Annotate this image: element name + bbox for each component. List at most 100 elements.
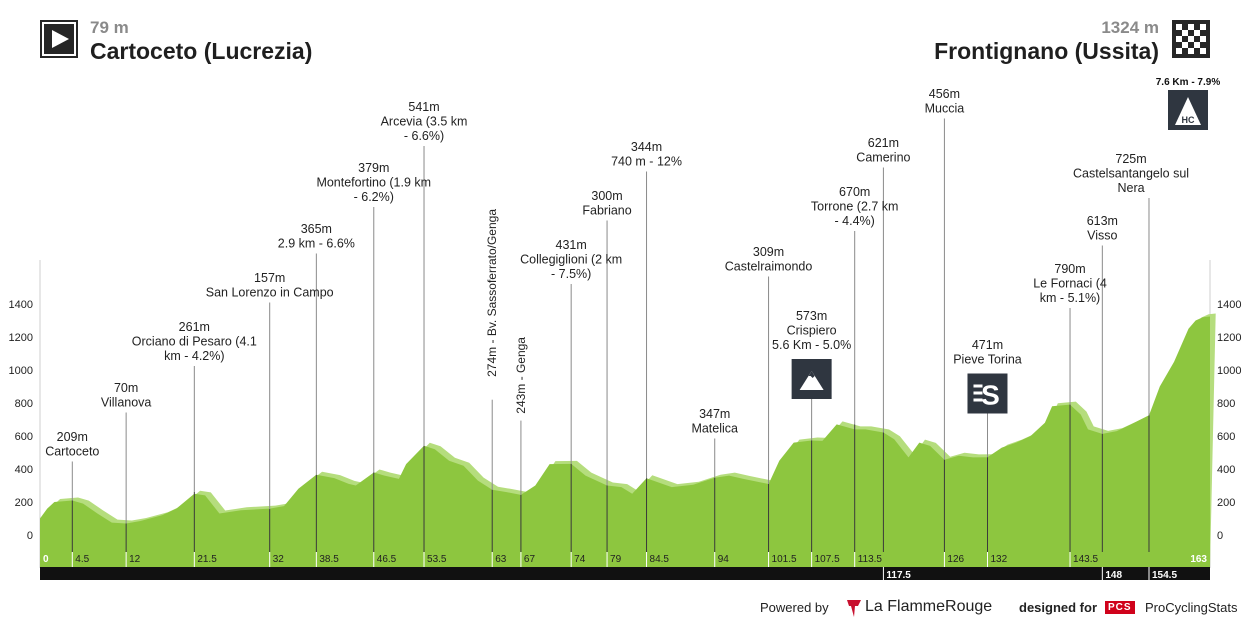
svg-text:S: S bbox=[981, 380, 1000, 411]
waypoint-label-line: Le Fornaci (4 bbox=[1033, 277, 1107, 291]
waypoint-label-line: - 6.2%) bbox=[354, 190, 394, 204]
waypoint-label-line: Visso bbox=[1087, 229, 1117, 243]
waypoint-vertical-label: 274m - Bv. Sassoferrato/Genga bbox=[485, 209, 499, 377]
powered-by-text: Powered by bbox=[760, 600, 829, 615]
km-marker-label: 32 bbox=[273, 554, 285, 565]
km-marker-label: 113.5 bbox=[858, 554, 883, 565]
y-tick-label-left: 1000 bbox=[9, 365, 33, 377]
km-marker-label: 63 bbox=[495, 554, 507, 565]
profile-area bbox=[40, 313, 1216, 567]
waypoint-label-line: 5.6 Km - 5.0% bbox=[772, 338, 851, 352]
waypoint-label-line: - 4.4%) bbox=[835, 214, 875, 228]
waypoint-label-line: 725m bbox=[1115, 152, 1146, 166]
waypoint-label-line: 790m bbox=[1054, 262, 1085, 276]
km-marker-label: 67 bbox=[524, 554, 536, 565]
waypoint-label-line: Castelraimondo bbox=[725, 260, 813, 274]
waypoint-label-line: 2.9 km - 6.6% bbox=[278, 237, 355, 251]
y-tick-label-left: 600 bbox=[15, 431, 33, 443]
waypoint-label-line: 613m bbox=[1087, 214, 1118, 228]
y-tick-label-left: 1200 bbox=[9, 332, 33, 344]
bar-marker-label: 154.5 bbox=[1152, 570, 1177, 581]
km-marker-label: 0 bbox=[43, 554, 49, 565]
waypoint-label-line: km - 5.1%) bbox=[1040, 291, 1100, 305]
climb-badges: S 7.6 Km - 7.9% HC bbox=[791, 77, 1220, 414]
y-tick-label-left: 0 bbox=[27, 530, 33, 542]
waypoint-label-line: km - 4.2%) bbox=[164, 349, 224, 363]
waypoint-label-line: 309m bbox=[753, 245, 784, 259]
waypoint-label-line: Castelsantangelo sul bbox=[1073, 167, 1189, 181]
sprint-icon: S bbox=[967, 373, 1008, 414]
waypoint-lines bbox=[71, 118, 1150, 552]
start-name: Cartoceto (Lucrezia) bbox=[90, 38, 313, 64]
start-elevation: 79 m bbox=[90, 18, 129, 37]
lfr-brand: La FlammeRouge bbox=[865, 598, 993, 615]
waypoint-label-line: 541m bbox=[408, 100, 439, 114]
flame-icon bbox=[846, 598, 862, 623]
km-marker-label: 74 bbox=[574, 554, 586, 565]
km-marker-label: 79 bbox=[610, 554, 622, 565]
waypoint-label-line: 573m bbox=[796, 309, 827, 323]
waypoint-label-line: Montefortino (1.9 km bbox=[316, 176, 431, 190]
waypoint-label-line: Fabriano bbox=[582, 204, 631, 218]
bar-marker-label: 117.5 bbox=[886, 570, 911, 581]
y-tick-label-right: 1000 bbox=[1217, 365, 1241, 377]
waypoint-label-line: Torrone (2.7 km bbox=[811, 200, 899, 214]
hc-climb-icon: HC bbox=[1168, 90, 1208, 130]
checkered-flag-icon bbox=[1172, 20, 1210, 58]
waypoint-label-line: 347m bbox=[699, 407, 730, 421]
waypoint-label-line: 621m bbox=[868, 136, 899, 150]
waypoint-label-line: 670m bbox=[839, 185, 870, 199]
waypoint-label-line: Collegiglioni (2 km bbox=[520, 253, 622, 267]
svg-text:HC: HC bbox=[1182, 115, 1195, 125]
km-marker-label: 21.5 bbox=[197, 554, 217, 565]
waypoint-label-line: 344m bbox=[631, 140, 662, 154]
y-tick-label-right: 200 bbox=[1217, 497, 1235, 509]
profile-fill bbox=[40, 316, 1210, 567]
km-marker-label: 132 bbox=[990, 554, 1007, 565]
play-icon bbox=[40, 20, 78, 58]
bar-marker-label: 148 bbox=[1105, 570, 1122, 581]
waypoint-label-line: San Lorenzo in Campo bbox=[206, 286, 334, 300]
y-tick-label-left: 200 bbox=[15, 497, 33, 509]
waypoint-label-line: 209m bbox=[57, 430, 88, 444]
finish-elevation: 1324 m bbox=[1101, 18, 1159, 37]
km-marker-label: 126 bbox=[947, 554, 964, 565]
waypoint-label-line: 261m bbox=[179, 320, 210, 334]
km-marker-label: 84.5 bbox=[650, 554, 670, 565]
km-marker-label: 46.5 bbox=[377, 554, 397, 565]
waypoint-label-line: 70m bbox=[114, 381, 138, 395]
waypoint-label-line: Nera bbox=[1117, 181, 1144, 195]
left-y-axis: 0 200 400 600 800 1000 1200 1400 bbox=[9, 260, 41, 568]
waypoint-label-line: Muccia bbox=[925, 102, 965, 116]
waypoint-label-line: Orciano di Pesaro (4.1 bbox=[132, 335, 257, 349]
waypoint-label-line: 740 m - 12% bbox=[611, 155, 682, 169]
waypoint-label-line: 365m bbox=[301, 222, 332, 236]
waypoint-label-line: 471m bbox=[972, 338, 1003, 352]
km-marker-label: 38.5 bbox=[319, 554, 339, 565]
km-marker-label: 163 bbox=[1190, 554, 1207, 565]
waypoint-vertical-label: 243m - Genga bbox=[514, 337, 528, 414]
km-marker-label: 143.5 bbox=[1073, 554, 1098, 565]
km-marker-label: 12 bbox=[129, 554, 141, 565]
y-tick-label-left: 1400 bbox=[9, 299, 33, 311]
y-tick-label-right: 1400 bbox=[1217, 299, 1241, 311]
y-tick-label-right: 400 bbox=[1217, 464, 1235, 476]
y-tick-label-left: 400 bbox=[15, 464, 33, 476]
waypoint-label-line: 431m bbox=[556, 238, 587, 252]
waypoint-label-line: 379m bbox=[358, 161, 389, 175]
waypoint-label-line: 456m bbox=[929, 87, 960, 101]
waypoint-label-line: 300m bbox=[591, 189, 622, 203]
mountain-icon bbox=[791, 359, 832, 399]
waypoint-label-line: - 6.6%) bbox=[404, 129, 444, 143]
waypoint-label-line: Matelica bbox=[691, 422, 738, 436]
waypoint-label-line: - 7.5%) bbox=[551, 267, 591, 281]
waypoint-label-line: Arcevia (3.5 km bbox=[381, 115, 468, 129]
waypoint-label-line: Villanova bbox=[101, 396, 152, 410]
waypoint-label-line: 157m bbox=[254, 271, 285, 285]
waypoint-label-line: Crispiero bbox=[787, 324, 837, 338]
y-tick-label-left: 800 bbox=[15, 398, 33, 410]
designed-for-text: designed for bbox=[1019, 600, 1098, 615]
pcs-brand: ProCyclingStats bbox=[1145, 600, 1238, 615]
